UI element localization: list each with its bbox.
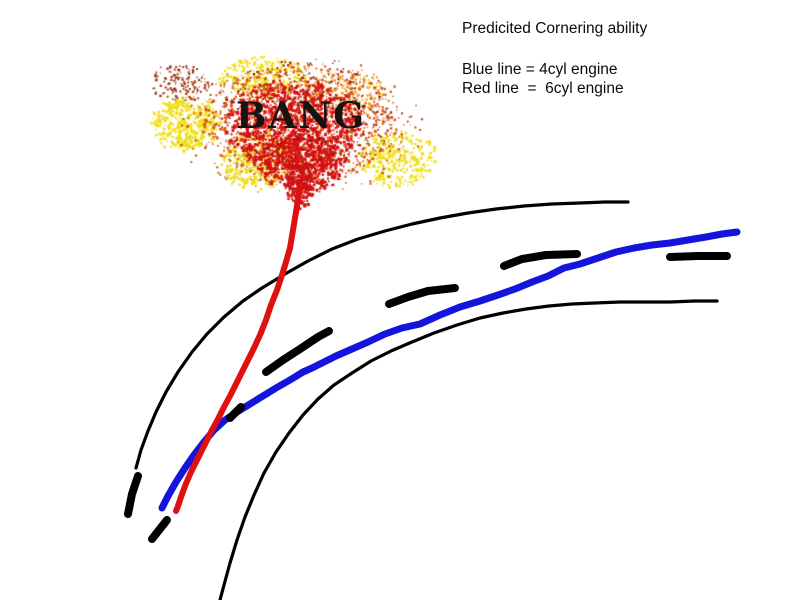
legend-entry-blue: Blue line = 4cyl engine bbox=[462, 61, 618, 78]
road-center-dash bbox=[385, 284, 459, 308]
legend-entries: Blue line = 4cyl engine Red line = 6cyl … bbox=[462, 60, 647, 98]
bang-text: BANG bbox=[236, 95, 367, 137]
road-center-dash bbox=[124, 472, 142, 518]
road-center-dash bbox=[226, 403, 245, 422]
road-center-dash bbox=[148, 516, 171, 543]
blue-4cyl-line bbox=[158, 228, 741, 512]
road-center-dash bbox=[666, 252, 731, 261]
road-outer-edge-line bbox=[134, 200, 630, 470]
road-center-dash bbox=[500, 250, 581, 270]
legend: Predicited Cornering ability Blue line =… bbox=[462, 20, 647, 98]
road-center-dash bbox=[262, 327, 333, 376]
red-6cyl-line bbox=[173, 183, 303, 514]
legend-entry-red: Red line = 6cyl engine bbox=[462, 80, 624, 97]
road-inner-edge-line bbox=[218, 299, 719, 600]
legend-title: Predicited Cornering ability bbox=[462, 20, 648, 37]
